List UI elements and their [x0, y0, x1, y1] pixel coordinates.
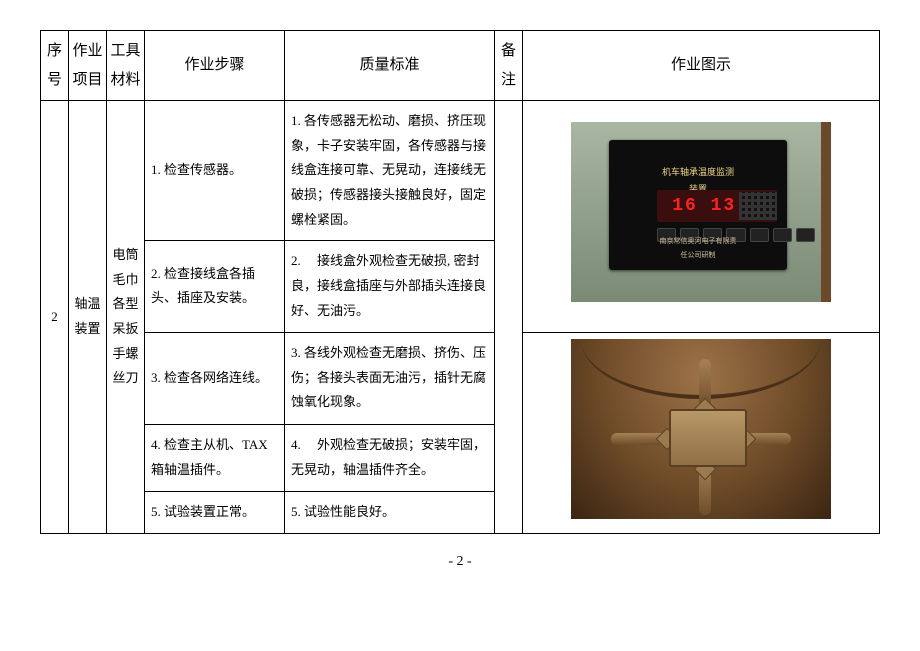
cell-quality-1: 1. 各传感器无松动、磨损、挤压现象，卡子安装牢固，各传感器与接线盒连接可靠、无… — [285, 101, 495, 241]
cell-step-3: 3. 检查各网络连线。 — [145, 332, 285, 424]
page-number: - 2 - — [40, 554, 880, 570]
header-seq: 序号 — [41, 31, 69, 101]
junction-plate-label — [675, 415, 741, 461]
header-notes: 备注 — [495, 31, 523, 101]
cell-step-4: 4. 检查主从机、TAX 箱轴温插件。 — [145, 424, 285, 491]
device-keypad — [739, 192, 777, 220]
device-manufacturer-label: 南京常信奥河电子有限责任公司研制 — [659, 235, 737, 262]
header-quality: 质量标准 — [285, 31, 495, 101]
header-steps: 作业步骤 — [145, 31, 285, 101]
cell-step-1: 1. 检查传感器。 — [145, 101, 285, 241]
header-project: 作业项目 — [69, 31, 107, 101]
cell-tools: 电筒毛巾各型呆扳手螺丝刀 — [107, 101, 145, 534]
junction-plate — [669, 409, 747, 467]
cell-quality-5: 5. 试验性能良好。 — [285, 491, 495, 533]
device-monitor-illustration: 机车轴承温度监测装置 16 13.0 南京常信奥河电子有限责任公司研制 — [571, 122, 831, 302]
table-header-row: 序号 作业项目 工具材料 作业步骤 质量标准 备注 作业图示 — [41, 31, 880, 101]
cell-notes — [495, 101, 523, 534]
cell-step-2: 2. 检查接线盒各插头、插座及安装。 — [145, 241, 285, 332]
table-row: 2 轴温装置 电筒毛巾各型呆扳手螺丝刀 1. 检查传感器。 1. 各传感器无松动… — [41, 101, 880, 241]
cell-quality-4: 4. 外观检查无破损；安装牢固，无晃动，轴温插件齐全。 — [285, 424, 495, 491]
work-instruction-table: 序号 作业项目 工具材料 作业步骤 质量标准 备注 作业图示 2 轴温装置 电筒… — [40, 30, 880, 534]
cell-image-device: 机车轴承温度监测装置 16 13.0 南京常信奥河电子有限责任公司研制 — [523, 101, 880, 333]
header-images: 作业图示 — [523, 31, 880, 101]
table-row: 3. 检查各网络连线。 3. 各线外观检查无磨损、挤伤、压伤；各接头表面无油污，… — [41, 332, 880, 424]
cell-quality-3: 3. 各线外观检查无磨损、挤伤、压伤；各接头表面无油污，插针无腐蚀氧化现象。 — [285, 332, 495, 424]
junction-box-illustration — [571, 339, 831, 519]
cell-quality-2: 2. 接线盒外观检查无破损, 密封良，接线盒插座与外部插头连接良好、无油污。 — [285, 241, 495, 332]
cell-step-5: 5. 试验装置正常。 — [145, 491, 285, 533]
cell-image-junction — [523, 332, 880, 534]
cell-project: 轴温装置 — [69, 101, 107, 534]
cell-seq: 2 — [41, 101, 69, 534]
header-tools: 工具材料 — [107, 31, 145, 101]
